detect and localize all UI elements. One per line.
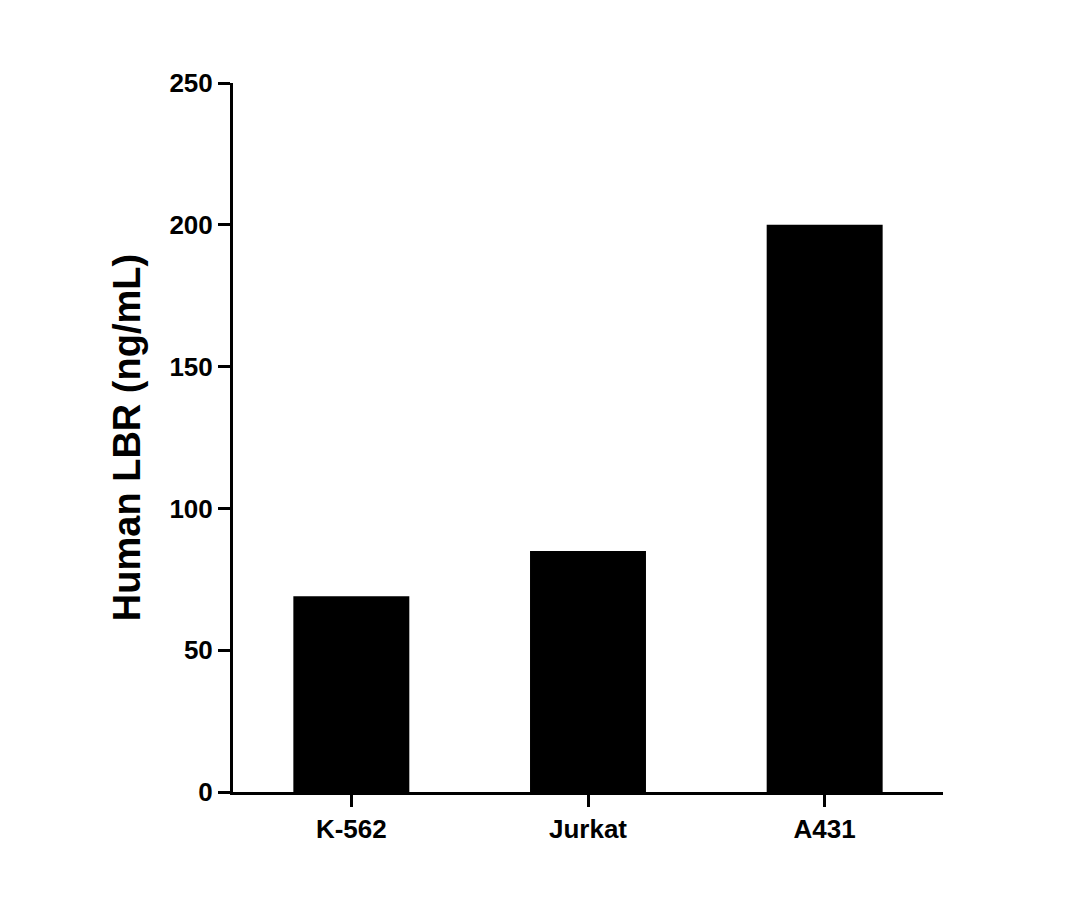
svg-text:K-562: K-562	[316, 814, 387, 844]
svg-text:150: 150	[169, 352, 212, 382]
svg-text:200: 200	[169, 210, 212, 240]
svg-text:Jurkat: Jurkat	[549, 814, 627, 844]
svg-text:A431: A431	[794, 814, 856, 844]
svg-text:50: 50	[184, 635, 213, 665]
svg-text:0: 0	[198, 777, 212, 807]
svg-text:100: 100	[169, 494, 212, 524]
svg-text:Human LBR (ng/mL): Human LBR (ng/mL)	[106, 254, 148, 621]
svg-text:250: 250	[169, 68, 212, 98]
